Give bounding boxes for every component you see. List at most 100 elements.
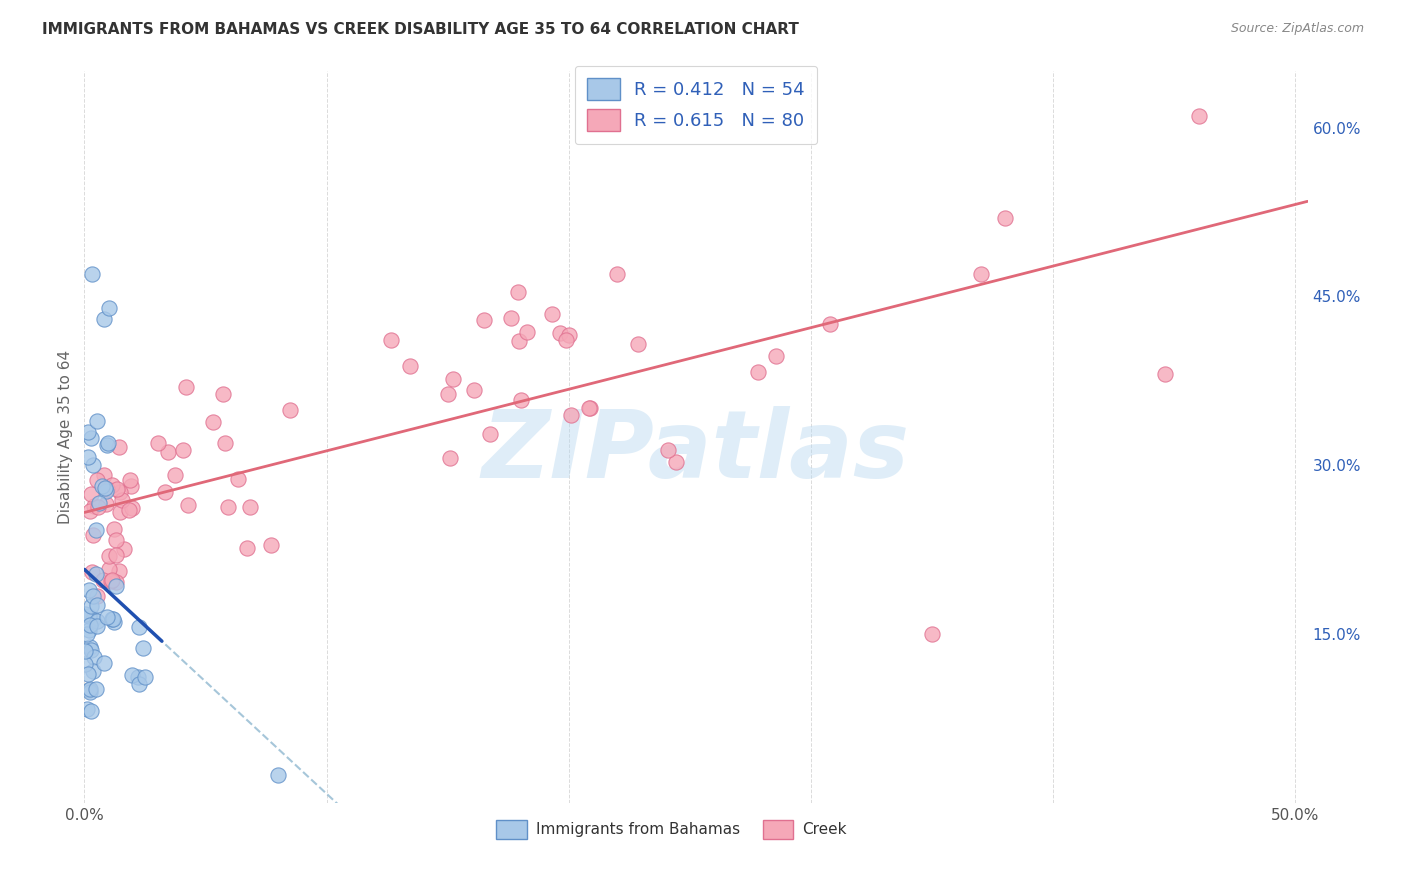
Point bbox=[93, 467, 115, 482]
Point bbox=[747, 365, 769, 379]
Point bbox=[177, 498, 200, 512]
Point bbox=[84, 523, 107, 537]
Point bbox=[121, 501, 143, 516]
Point bbox=[108, 440, 131, 454]
Point bbox=[202, 415, 225, 429]
Point bbox=[121, 668, 143, 682]
Point bbox=[120, 479, 142, 493]
Point bbox=[79, 624, 101, 638]
Point bbox=[96, 438, 118, 452]
Point bbox=[765, 349, 787, 363]
Point bbox=[80, 599, 103, 614]
Point bbox=[108, 564, 131, 578]
Point bbox=[94, 481, 117, 495]
Point bbox=[86, 682, 108, 697]
Point bbox=[969, 267, 991, 281]
Point bbox=[399, 359, 422, 373]
Point bbox=[627, 337, 650, 351]
Point bbox=[110, 505, 132, 519]
Point bbox=[506, 285, 529, 299]
Point bbox=[103, 522, 125, 536]
Point bbox=[79, 504, 101, 518]
Point bbox=[104, 548, 127, 562]
Point bbox=[86, 474, 108, 488]
Point bbox=[94, 497, 117, 511]
Point bbox=[128, 677, 150, 691]
Point bbox=[508, 334, 530, 348]
Point bbox=[134, 670, 156, 684]
Point bbox=[103, 615, 125, 629]
Point bbox=[657, 442, 679, 457]
Point bbox=[107, 483, 129, 497]
Legend: Immigrants from Bahamas, Creek: Immigrants from Bahamas, Creek bbox=[488, 813, 855, 847]
Point bbox=[100, 574, 122, 588]
Point bbox=[80, 267, 103, 281]
Point bbox=[165, 467, 187, 482]
Point bbox=[555, 333, 578, 347]
Point bbox=[1187, 109, 1209, 123]
Y-axis label: Disability Age 35 to 64: Disability Age 35 to 64 bbox=[58, 350, 73, 524]
Point bbox=[76, 626, 98, 640]
Point bbox=[79, 618, 101, 632]
Point bbox=[111, 493, 134, 508]
Point bbox=[606, 267, 628, 281]
Point bbox=[83, 499, 105, 513]
Point bbox=[90, 479, 112, 493]
Point bbox=[77, 450, 100, 464]
Point bbox=[260, 538, 283, 552]
Point bbox=[560, 408, 582, 422]
Point bbox=[76, 702, 98, 716]
Point bbox=[103, 612, 125, 626]
Point bbox=[558, 327, 581, 342]
Point bbox=[86, 589, 108, 603]
Point bbox=[108, 485, 131, 500]
Point bbox=[104, 579, 127, 593]
Point bbox=[267, 767, 290, 781]
Point bbox=[79, 582, 101, 597]
Point bbox=[479, 427, 502, 442]
Point bbox=[79, 681, 101, 696]
Point bbox=[541, 307, 564, 321]
Point bbox=[516, 325, 538, 339]
Point bbox=[439, 450, 461, 465]
Point bbox=[93, 312, 115, 326]
Point bbox=[146, 435, 169, 450]
Point bbox=[156, 445, 179, 459]
Point bbox=[86, 614, 108, 628]
Point bbox=[89, 496, 111, 510]
Point bbox=[94, 483, 117, 498]
Point bbox=[112, 541, 135, 556]
Point bbox=[86, 599, 108, 613]
Point bbox=[77, 666, 100, 681]
Point bbox=[127, 670, 149, 684]
Point bbox=[211, 387, 233, 401]
Text: IMMIGRANTS FROM BAHAMAS VS CREEK DISABILITY AGE 35 TO 64 CORRELATION CHART: IMMIGRANTS FROM BAHAMAS VS CREEK DISABIL… bbox=[42, 22, 799, 37]
Point bbox=[80, 486, 103, 500]
Point bbox=[98, 562, 121, 576]
Point bbox=[80, 643, 103, 657]
Point bbox=[79, 684, 101, 698]
Point bbox=[73, 607, 96, 622]
Point bbox=[105, 533, 128, 547]
Point bbox=[226, 472, 249, 486]
Point bbox=[82, 612, 104, 626]
Text: ZIPatlas: ZIPatlas bbox=[482, 406, 910, 498]
Point bbox=[84, 567, 107, 582]
Point bbox=[96, 610, 118, 624]
Point bbox=[73, 657, 96, 671]
Point bbox=[77, 425, 100, 440]
Point bbox=[75, 644, 97, 658]
Point bbox=[472, 313, 495, 327]
Point bbox=[82, 528, 104, 542]
Point bbox=[578, 401, 600, 416]
Point bbox=[921, 627, 943, 641]
Point bbox=[86, 414, 108, 428]
Point bbox=[82, 458, 104, 472]
Point bbox=[994, 211, 1017, 225]
Point bbox=[79, 640, 101, 655]
Point bbox=[118, 473, 141, 487]
Point bbox=[578, 401, 600, 416]
Point bbox=[86, 619, 108, 633]
Point bbox=[91, 573, 114, 587]
Point bbox=[118, 503, 141, 517]
